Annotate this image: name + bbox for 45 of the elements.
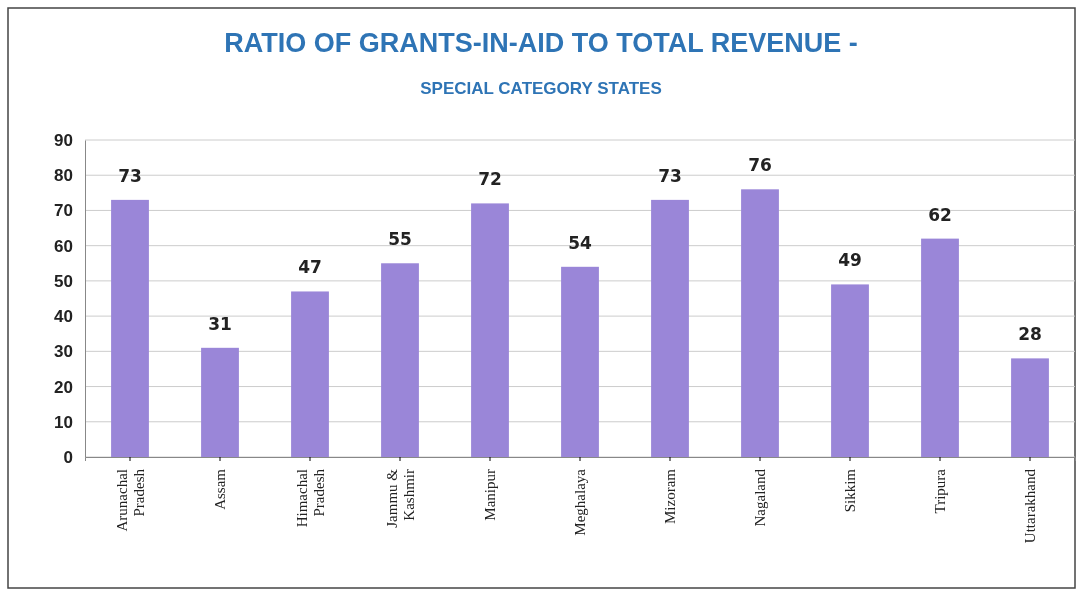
bar — [381, 263, 419, 457]
x-tick-label: Tripura — [932, 468, 948, 514]
data-label: 72 — [478, 169, 502, 190]
bar — [921, 238, 959, 457]
bar — [1011, 358, 1049, 457]
data-label: 54 — [568, 232, 592, 253]
bar — [291, 291, 329, 457]
bar — [471, 203, 509, 457]
y-tick-label: 30 — [54, 342, 73, 362]
x-tick-label: Manipur — [482, 469, 498, 521]
bar — [651, 199, 689, 457]
data-label: 76 — [748, 155, 772, 176]
x-tick-label: Meghalaya — [572, 468, 588, 536]
y-tick-label: 80 — [54, 166, 73, 186]
x-tick-label: Sikkim — [842, 468, 858, 513]
y-tick-label: 70 — [54, 201, 73, 221]
x-tick-label: Assam — [212, 468, 228, 510]
x-tick-label: Jammu & Kashmir — [383, 468, 417, 528]
y-tick-label: 10 — [54, 412, 73, 432]
bar — [111, 199, 149, 457]
data-label: 62 — [928, 204, 952, 225]
x-tick-label: Nagaland — [752, 468, 768, 527]
chart-title: RATIO OF GRANTS-IN-AID TO TOTAL REVENUE - — [224, 28, 858, 58]
data-label: 73 — [118, 165, 142, 186]
y-tick-label: 60 — [54, 236, 73, 256]
bar — [561, 266, 599, 457]
x-tick-label: Uttarakhand — [1022, 468, 1038, 544]
data-label: 28 — [1018, 324, 1042, 345]
y-tick-label: 90 — [54, 130, 73, 150]
y-tick-label: 0 — [63, 447, 73, 467]
x-tick-label: Mizoram — [662, 468, 678, 524]
y-tick-label: 40 — [54, 307, 73, 327]
data-label: 47 — [298, 257, 322, 278]
y-tick-label: 50 — [54, 271, 73, 291]
x-tick-label: Arunachal Pradesh — [113, 468, 147, 532]
data-label: 73 — [658, 165, 682, 186]
data-label: 31 — [208, 313, 232, 334]
bar — [741, 189, 779, 457]
data-label: 49 — [838, 250, 862, 271]
y-tick-label: 20 — [54, 377, 73, 397]
x-tick-label: Himachal Pradesh — [293, 468, 327, 528]
data-label: 55 — [388, 229, 412, 250]
chart-subtitle: SPECIAL CATEGORY STATES — [420, 79, 662, 98]
bar — [831, 284, 869, 457]
bar — [201, 347, 239, 457]
